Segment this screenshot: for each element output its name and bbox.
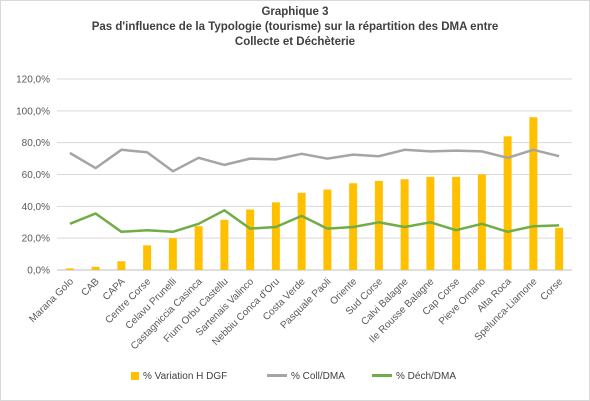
legend-label-variation: % Variation H DGF [143, 371, 228, 382]
bar [246, 209, 255, 270]
bar [91, 266, 100, 270]
bar [374, 180, 383, 270]
bar [194, 226, 203, 270]
bar [477, 174, 486, 270]
y-tick-label: 40,0% [22, 202, 50, 213]
x-tick-label: Marana Golo [27, 276, 76, 325]
legend-item-variation: % Variation H DGF [131, 371, 227, 382]
y-tick-label: 0,0% [27, 266, 50, 277]
y-tick-label: 100,0% [16, 106, 50, 117]
bar [503, 136, 512, 270]
legend-item-dech: % Déch/DMA [372, 371, 456, 382]
chart-title-line-2: Pas d'influence de la Typologie (tourism… [91, 21, 499, 33]
bar [400, 179, 409, 270]
legend-item-coll: % Coll/DMA [267, 371, 345, 382]
y-tick-label: 20,0% [22, 234, 50, 245]
y-tick-label: 120,0% [16, 75, 50, 86]
x-tick-label: CAB [79, 276, 102, 299]
legend-swatch-dech [372, 374, 392, 377]
bar [555, 227, 564, 270]
bar [297, 192, 306, 270]
bar [65, 268, 74, 270]
bar [220, 219, 229, 270]
legend-swatch-coll [267, 374, 287, 377]
y-tick-label: 80,0% [22, 138, 50, 149]
bar [117, 261, 126, 270]
chart-legend: % Variation H DGF % Coll/DMA % Déch/DMA [0, 371, 590, 385]
bar [452, 176, 461, 270]
y-tick-label: 60,0% [22, 170, 50, 181]
series-line [69, 148, 560, 173]
series-line [69, 209, 560, 234]
legend-label-coll: % Coll/DMA [291, 371, 345, 382]
bar [529, 117, 538, 270]
x-tick-label: Corse [539, 276, 566, 303]
legend-label-dech: % Déch/DMA [396, 371, 457, 382]
chart-title-line-3: Collecte et Déchèterie [234, 36, 356, 48]
bar [168, 238, 177, 270]
legend-swatch-variation [131, 372, 139, 380]
chart-title-line-1: Graphique 3 [261, 6, 329, 18]
bar [143, 245, 152, 270]
bar [271, 202, 280, 270]
